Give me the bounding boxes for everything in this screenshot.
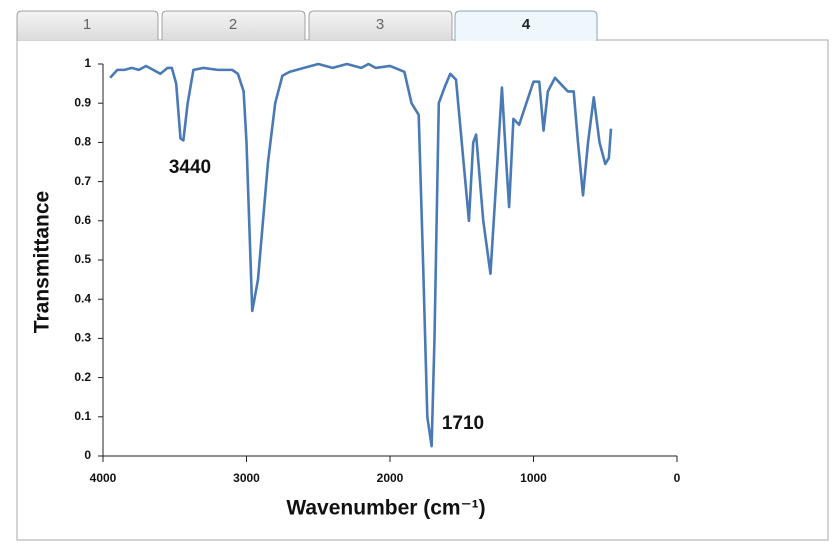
y-tick-label: 0.2	[74, 370, 91, 384]
tab[interactable]: 2	[161, 10, 306, 40]
y-tick-label: 0	[84, 448, 91, 462]
y-tick-label: 0.1	[74, 409, 91, 423]
y-tick-label: 1	[84, 56, 91, 70]
x-tick-label: 0	[674, 471, 681, 485]
tab-shape[interactable]	[161, 10, 306, 40]
y-axis-title: Transmittance	[31, 191, 54, 333]
x-tick-label: 3000	[233, 471, 260, 485]
y-tick-label: 0.8	[74, 135, 91, 149]
y-tick-label: 0.7	[74, 174, 91, 188]
tab-shape[interactable]	[308, 10, 453, 40]
y-tick-label: 0.5	[74, 252, 91, 266]
x-tick-label: 2000	[377, 471, 404, 485]
y-tick-label: 0.4	[74, 291, 91, 305]
tab-label[interactable]: 1	[83, 16, 91, 33]
tab-shape[interactable]	[16, 10, 159, 40]
y-tick-label: 0.9	[74, 95, 91, 109]
chart: Wavenumber (cm⁻¹) Transmittance 0 0.1 0.2 0…	[31, 56, 681, 519]
y-tick-label: 0.6	[74, 213, 91, 227]
x-axis-title: Wavenumber (cm⁻¹)	[286, 497, 485, 520]
panel	[16, 39, 829, 541]
y-tick-label: 0.3	[74, 331, 91, 345]
annotation: 1710	[442, 413, 484, 434]
tab-label[interactable]: 2	[229, 16, 237, 33]
x-tick-label: 4000	[90, 471, 117, 485]
tab-shape[interactable]	[454, 10, 598, 41]
annotation: 3440	[169, 157, 211, 178]
tab[interactable]: 1	[16, 10, 159, 40]
tab[interactable]: 3	[308, 10, 453, 40]
tab-active[interactable]: 4	[454, 10, 598, 41]
tab-label[interactable]: 4	[522, 16, 531, 33]
spectrum-line	[109, 62, 613, 448]
tab-label[interactable]: 3	[376, 16, 384, 33]
x-tick-label: 1000	[520, 471, 547, 485]
